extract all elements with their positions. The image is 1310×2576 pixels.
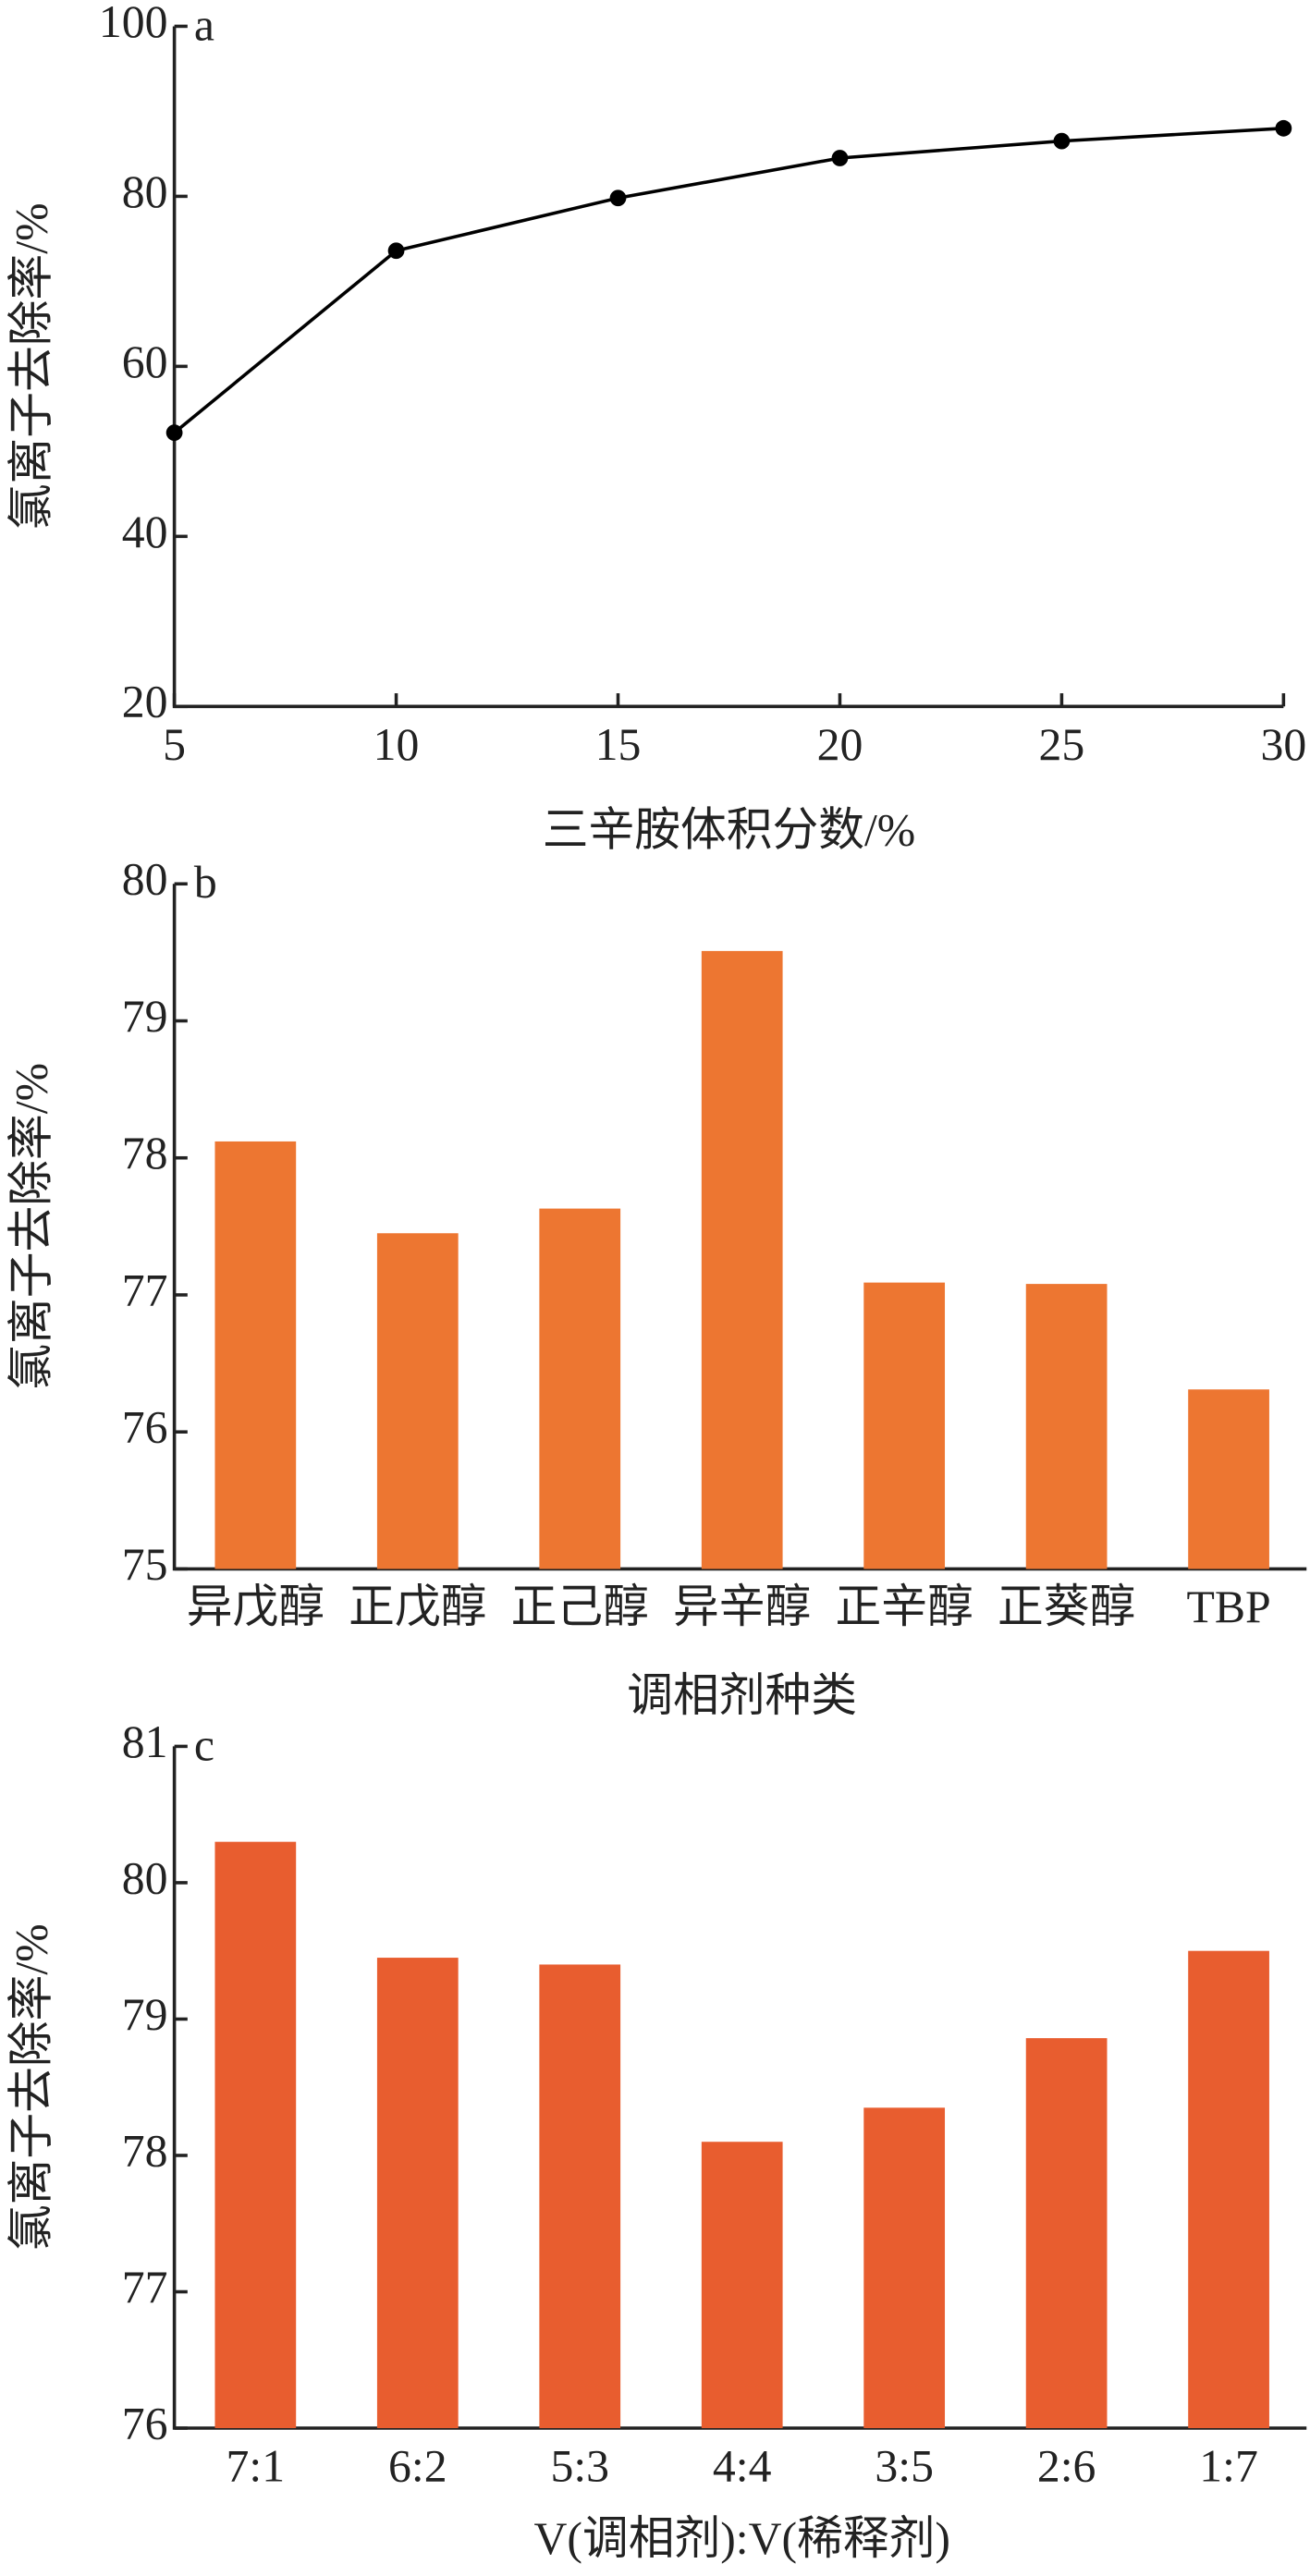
bar	[1188, 1389, 1269, 1569]
bar	[376, 1958, 459, 2429]
panel-label: b	[194, 857, 217, 908]
x-tick-label: 10	[373, 719, 420, 770]
y-tick-label: 40	[122, 507, 168, 557]
point	[165, 424, 183, 441]
x-tick-label: 正戊醇	[349, 1581, 486, 1632]
y-tick-label: 78	[122, 1128, 168, 1178]
x-tick-label: 25	[1039, 719, 1085, 770]
point	[1053, 132, 1071, 150]
x-tick-label: 15	[595, 719, 642, 770]
line	[173, 127, 1284, 434]
bar	[1025, 2038, 1108, 2429]
y-tick-label: 81	[122, 1716, 168, 1767]
panel-label: a	[194, 0, 214, 50]
x-tick-label: 5	[163, 719, 186, 770]
y-tick-label: 80	[122, 166, 168, 217]
x-tick-label: 正己醇	[511, 1581, 649, 1632]
x-tick-label: 6:2	[388, 2441, 447, 2492]
x-tick-label: 正辛醇	[836, 1581, 973, 1632]
bar	[863, 1282, 946, 1569]
y-tick-label: 79	[122, 1989, 168, 2040]
y-axis-label: 氯离子去除率/%	[6, 202, 57, 530]
y-axis-label: 氯离子去除率/%	[6, 1923, 57, 2251]
x-tick-label: 正葵醇	[998, 1581, 1135, 1632]
y-tick-label: 76	[122, 2398, 168, 2448]
y-tick-label: 77	[122, 2262, 168, 2313]
x-axis-label: 三辛胺体积分数/%	[543, 804, 916, 855]
bar	[214, 1841, 297, 2429]
x-tick-label: 1:7	[1199, 2441, 1258, 2492]
y-tick-label: 20	[122, 677, 168, 727]
point	[831, 150, 849, 166]
y-tick-label: 78	[122, 2125, 168, 2176]
x-tick-label: 异辛醇	[673, 1581, 811, 1632]
bar	[701, 2142, 783, 2429]
y-tick-label: 80	[122, 1852, 168, 1903]
bar	[214, 1141, 297, 1569]
panel-label: c	[194, 1719, 214, 1770]
point	[609, 189, 627, 207]
y-tick-label: 100	[99, 0, 168, 47]
axis	[172, 26, 1284, 709]
bar	[863, 2107, 946, 2429]
y-tick-label: 79	[122, 991, 168, 1042]
x-tick-label: 20	[817, 719, 863, 770]
bar	[1188, 1950, 1269, 2429]
y-tick-label: 77	[122, 1264, 168, 1315]
x-tick-label: 7:1	[226, 2441, 286, 2492]
x-tick-label: TBP	[1186, 1581, 1270, 1632]
x-tick-label: 异戊醇	[187, 1581, 324, 1632]
y-tick-label: 80	[122, 854, 168, 905]
point	[1275, 119, 1292, 137]
bar	[376, 1233, 459, 1569]
x-axis-label: V(调相剂):V(稀释剂)	[533, 2513, 949, 2564]
y-axis-label: 氯离子去除率/%	[6, 1063, 57, 1390]
x-tick-label: 3:5	[875, 2441, 934, 2492]
bar	[539, 1964, 621, 2429]
bar	[701, 950, 783, 1569]
y-tick-label: 75	[122, 1539, 168, 1590]
y-tick-label: 60	[122, 336, 168, 387]
y-tick-label: 76	[122, 1402, 168, 1453]
x-tick-label: 2:6	[1037, 2441, 1096, 2492]
x-tick-label: 5:3	[550, 2441, 609, 2492]
bar	[539, 1208, 621, 1569]
x-tick-label: 30	[1260, 719, 1306, 770]
point	[387, 242, 405, 260]
x-tick-label: 4:4	[713, 2441, 772, 2492]
x-axis-label: 调相剂种类	[627, 1670, 857, 1721]
bar	[1025, 1284, 1108, 1569]
